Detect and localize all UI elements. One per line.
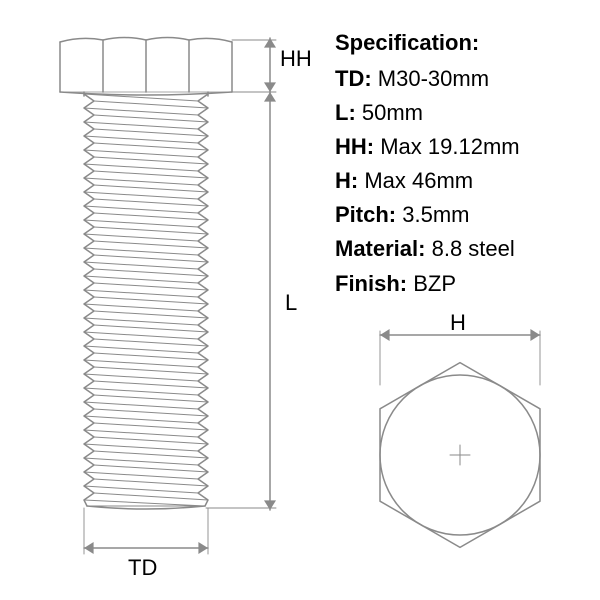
spec-title: Specification: xyxy=(335,30,585,56)
spec-row: Finish: BZP xyxy=(335,267,585,301)
spec-label: TD: xyxy=(335,66,372,91)
spec-row: H: Max 46mm xyxy=(335,164,585,198)
specification-block: Specification: TD: M30-30mmL: 50mmHH: Ma… xyxy=(335,30,585,301)
spec-value: 3.5mm xyxy=(396,202,469,227)
spec-label: HH: xyxy=(335,134,374,159)
dim-label-l: L xyxy=(285,290,297,316)
spec-row: L: 50mm xyxy=(335,96,585,130)
spec-value: Max 19.12mm xyxy=(374,134,520,159)
spec-label: Material: xyxy=(335,236,425,261)
spec-label: L: xyxy=(335,100,356,125)
spec-value: M30-30mm xyxy=(372,66,489,91)
spec-value: 50mm xyxy=(356,100,423,125)
dim-label-hh: HH xyxy=(280,46,312,72)
spec-row: TD: M30-30mm xyxy=(335,62,585,96)
dim-label-td: TD xyxy=(128,555,157,581)
spec-value: 8.8 steel xyxy=(425,236,514,261)
spec-label: Finish: xyxy=(335,271,407,296)
dim-label-h: H xyxy=(450,310,466,336)
spec-label: H: xyxy=(335,168,358,193)
spec-row: HH: Max 19.12mm xyxy=(335,130,585,164)
spec-value: BZP xyxy=(407,271,456,296)
spec-row: Material: 8.8 steel xyxy=(335,232,585,266)
spec-row: Pitch: 3.5mm xyxy=(335,198,585,232)
spec-value: Max 46mm xyxy=(358,168,473,193)
spec-label: Pitch: xyxy=(335,202,396,227)
